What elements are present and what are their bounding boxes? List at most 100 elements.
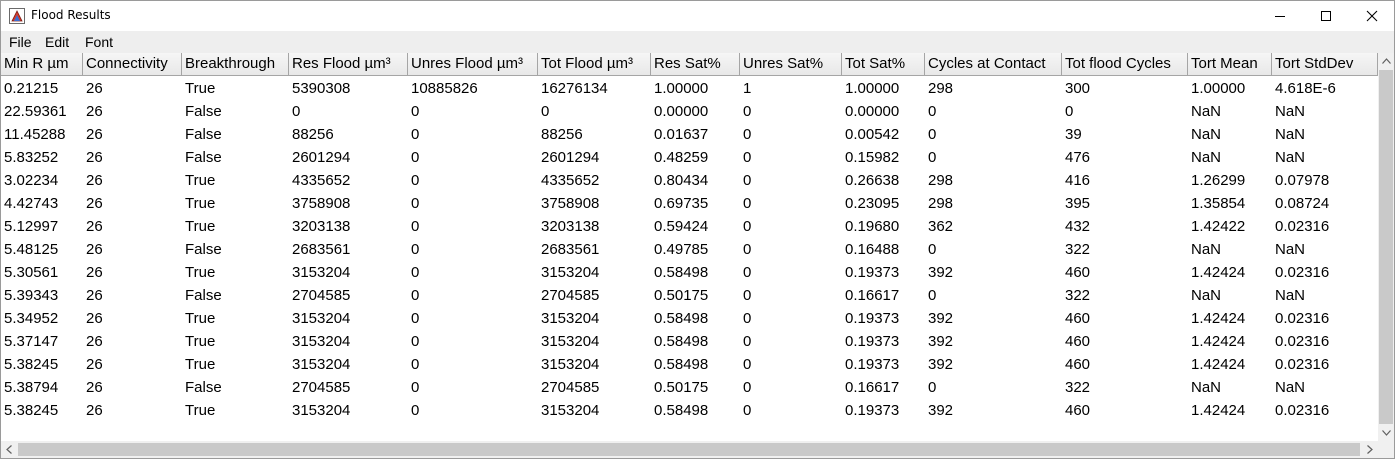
table-cell[interactable]: 26: [86, 356, 103, 373]
table-cell[interactable]: 3758908: [292, 195, 351, 212]
table-cell[interactable]: 2704585: [541, 287, 600, 304]
table-cell[interactable]: NaN: [1191, 379, 1222, 396]
table-cell[interactable]: 2683561: [541, 241, 600, 258]
table-row[interactable]: 11.45288 26 False 88256 0 88256 0.01637 0 0.0054…: [1, 123, 1378, 146]
table-cell[interactable]: False: [185, 103, 222, 120]
column-header[interactable]: Tot Flood µm³: [538, 53, 651, 76]
table-cell[interactable]: True: [185, 218, 216, 235]
table-cell[interactable]: True: [185, 402, 216, 419]
table-cell[interactable]: False: [185, 379, 222, 396]
table-cell[interactable]: 432: [1065, 218, 1091, 235]
column-header[interactable]: Tort StdDev: [1272, 53, 1378, 76]
table-cell[interactable]: 0: [743, 264, 752, 281]
table-cell[interactable]: 0: [411, 241, 420, 258]
table-cell[interactable]: NaN: [1275, 126, 1306, 143]
table-cell[interactable]: 298: [928, 80, 954, 97]
table-cell[interactable]: 1.00000: [845, 80, 900, 97]
table-cell[interactable]: 392: [928, 264, 954, 281]
table-cell[interactable]: 3.02234: [4, 172, 59, 189]
table-cell[interactable]: 0.07978: [1275, 172, 1330, 189]
table-cell[interactable]: 0.26638: [845, 172, 900, 189]
scroll-right-button[interactable]: [1362, 441, 1378, 458]
table-cell[interactable]: 2704585: [292, 287, 351, 304]
table-row[interactable]: 3.02234 26 True 4335652 0 4335652 0.80434 0 0.26…: [1, 169, 1378, 192]
table-cell[interactable]: 392: [928, 310, 954, 327]
table-cell[interactable]: 0.19680: [845, 218, 900, 235]
table-cell[interactable]: 460: [1065, 356, 1091, 373]
table-cell[interactable]: 3153204: [292, 356, 351, 373]
table-cell[interactable]: 2704585: [292, 379, 351, 396]
table-cell[interactable]: 26: [86, 80, 103, 97]
table-cell[interactable]: 4.618E-6: [1275, 80, 1336, 97]
table-cell[interactable]: 0: [743, 379, 752, 396]
table-cell[interactable]: 26: [86, 379, 103, 396]
table-cell[interactable]: True: [185, 333, 216, 350]
table-cell[interactable]: 476: [1065, 149, 1091, 166]
table-cell[interactable]: 0.48259: [654, 149, 709, 166]
table-cell[interactable]: 460: [1065, 310, 1091, 327]
column-header[interactable]: Tot flood Cycles: [1062, 53, 1188, 76]
table-cell[interactable]: 26: [86, 310, 103, 327]
table-cell[interactable]: 0.08724: [1275, 195, 1330, 212]
table-cell[interactable]: NaN: [1275, 241, 1306, 258]
table-cell[interactable]: 5.38245: [4, 402, 59, 419]
table-cell[interactable]: 0: [743, 356, 752, 373]
column-header[interactable]: Min R µm: [1, 53, 83, 76]
table-cell[interactable]: 298: [928, 195, 954, 212]
table-cell[interactable]: 3153204: [292, 402, 351, 419]
column-header[interactable]: Unres Flood µm³: [408, 53, 538, 76]
table-cell[interactable]: 0.50175: [654, 379, 709, 396]
table-row[interactable]: 5.30561 26 True 3153204 0 3153204 0.58498 0 0.19…: [1, 261, 1378, 284]
column-header[interactable]: Cycles at Contact: [925, 53, 1062, 76]
table-cell[interactable]: 0: [928, 149, 937, 166]
table-cell[interactable]: 26: [86, 264, 103, 281]
table-cell[interactable]: 3153204: [541, 356, 600, 373]
table-cell[interactable]: 460: [1065, 402, 1091, 419]
table-cell[interactable]: 0.15982: [845, 149, 900, 166]
table-cell[interactable]: 11.45288: [4, 126, 66, 143]
table-cell[interactable]: 0: [411, 218, 420, 235]
table-cell[interactable]: 0: [411, 310, 420, 327]
table-cell[interactable]: 0.80434: [654, 172, 709, 189]
table-cell[interactable]: 460: [1065, 264, 1091, 281]
table-cell[interactable]: False: [185, 287, 222, 304]
table-cell[interactable]: 0.00000: [654, 103, 709, 120]
table-cell[interactable]: 2704585: [541, 379, 600, 396]
table-cell[interactable]: 298: [928, 172, 954, 189]
table-cell[interactable]: 460: [1065, 333, 1091, 350]
table-cell[interactable]: 0.00000: [845, 103, 900, 120]
table-cell[interactable]: 0.02316: [1275, 356, 1330, 373]
table-cell[interactable]: 1.42422: [1191, 218, 1246, 235]
table-cell[interactable]: 1.42424: [1191, 264, 1246, 281]
table-cell[interactable]: 0: [743, 218, 752, 235]
table-cell[interactable]: 5.39343: [4, 287, 59, 304]
table-cell[interactable]: 3153204: [541, 264, 600, 281]
table-cell[interactable]: 4335652: [292, 172, 351, 189]
menu-edit[interactable]: Edit: [45, 34, 70, 50]
table-cell[interactable]: 5.48125: [4, 241, 59, 258]
table-cell[interactable]: 0: [743, 126, 752, 143]
table-cell[interactable]: 0.02316: [1275, 218, 1330, 235]
table-cell[interactable]: 392: [928, 402, 954, 419]
table-cell[interactable]: 26: [86, 287, 103, 304]
table-cell[interactable]: 0: [743, 333, 752, 350]
table-cell[interactable]: 1.42424: [1191, 402, 1246, 419]
table-cell[interactable]: 1.00000: [654, 80, 709, 97]
table-cell[interactable]: 3203138: [292, 218, 351, 235]
table-cell[interactable]: 392: [928, 356, 954, 373]
table-cell[interactable]: False: [185, 241, 222, 258]
table-cell[interactable]: 0: [411, 264, 420, 281]
table-cell[interactable]: 0.58498: [654, 333, 709, 350]
table-cell[interactable]: 416: [1065, 172, 1091, 189]
table-cell[interactable]: 1.00000: [1191, 80, 1246, 97]
table-cell[interactable]: 3153204: [541, 402, 600, 419]
table-row[interactable]: 5.83252 26 False 2601294 0 2601294 0.48259 0 0.1…: [1, 146, 1378, 169]
table-cell[interactable]: 0: [928, 103, 937, 120]
table-cell[interactable]: 39: [1065, 126, 1082, 143]
table-cell[interactable]: 0: [411, 172, 420, 189]
table-cell[interactable]: 5.30561: [4, 264, 59, 281]
table-cell[interactable]: NaN: [1275, 103, 1306, 120]
table-cell[interactable]: 1.42424: [1191, 333, 1246, 350]
table-cell[interactable]: True: [185, 172, 216, 189]
table-cell[interactable]: 2601294: [541, 149, 600, 166]
